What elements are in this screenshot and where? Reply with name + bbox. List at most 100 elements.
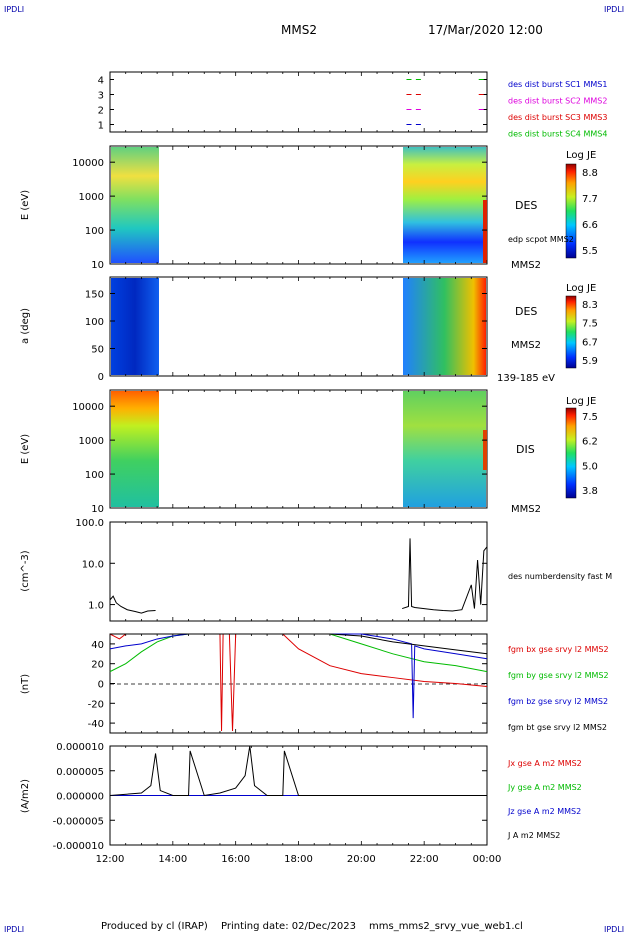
y-axis-label-density: (cm^-3) xyxy=(20,550,31,591)
y-tick-label: -20 xyxy=(88,699,104,710)
y-tick-label: 3 xyxy=(98,91,104,102)
legend-burst-1: des dist burst SC1 MMS1 xyxy=(508,80,607,89)
y-tick-label: 0.000000 xyxy=(56,792,104,803)
colorbar-title: Log JE xyxy=(566,283,596,294)
footer-file: mms_mms2_srvy_vue_web1.cl xyxy=(369,921,523,932)
colorbar-tick-label: 6.7 xyxy=(582,337,598,348)
colorbar-title: Log JE xyxy=(566,150,596,161)
legend-current-4: J A m2 MMS2 xyxy=(507,831,560,840)
bfield-line-2 xyxy=(109,633,488,673)
legend-bfield-2: fgm by gse srvy l2 MMS2 xyxy=(508,671,609,680)
colorbar-tick-label: 5.0 xyxy=(582,461,598,472)
colorbar-dis-energy xyxy=(565,407,577,499)
y-tick-label: 10 xyxy=(91,260,104,271)
legend-bfield-3: fgm bz gse srvy l2 MMS2 xyxy=(508,697,608,706)
spacecraft-title: MMS2 xyxy=(281,23,317,37)
panel-frame-density xyxy=(109,521,488,622)
panel-label-des-energy: DES xyxy=(515,199,537,212)
legend-current-1: Jx gse A m2 MMS2 xyxy=(507,759,582,768)
panel-sublabel-des-energy: MMS2 xyxy=(511,260,541,271)
x-tick-label: 00:00 xyxy=(473,854,502,865)
panel-label-dis-energy: DIS xyxy=(516,443,535,456)
y-tick-label: -40 xyxy=(88,719,104,730)
legend-current-3: Jz gse A m2 MMS2 xyxy=(507,807,581,816)
colorbar-tick-label: 8.3 xyxy=(582,300,598,311)
y-tick-label: -0.000010 xyxy=(53,841,104,852)
footer-produced: Produced by cl (IRAP) xyxy=(101,921,208,932)
legend-burst-4: des dist burst SC4 MMS4 xyxy=(508,130,607,139)
legend-density: des numberdensity fast M xyxy=(508,572,612,581)
density-line xyxy=(402,538,488,612)
energy-range-label: 139-185 eV xyxy=(497,373,555,384)
y-tick-label: 100 xyxy=(85,317,104,328)
y-tick-label: 100 xyxy=(85,226,104,237)
y-tick-label: -0.000005 xyxy=(53,816,104,827)
colorbar-tick-label: 5.5 xyxy=(582,246,598,257)
colorbar-des-energy xyxy=(565,163,577,259)
x-tick-label: 12:00 xyxy=(96,854,125,865)
y-tick-label: 150 xyxy=(85,290,104,301)
y-tick-label: 0.000010 xyxy=(56,742,104,753)
colorbar-tick-label: 7.7 xyxy=(582,194,598,205)
panel-label-des-pitch: DES xyxy=(515,305,537,318)
y-tick-label: 100 xyxy=(85,470,104,481)
colorbar-tick-label: 5.9 xyxy=(582,356,598,367)
colorbar-tick-label: 3.8 xyxy=(582,486,598,497)
y-tick-label: 10.0 xyxy=(82,559,104,570)
y-tick-label: 10 xyxy=(91,504,104,515)
y-tick-label: 2 xyxy=(98,106,104,117)
panel-frame-burst xyxy=(109,71,488,133)
y-tick-label: 10000 xyxy=(72,402,104,413)
density-line xyxy=(109,595,156,614)
dis-energy-spectrogram xyxy=(111,391,487,507)
corner-label-tr: IPDLI xyxy=(604,5,624,14)
corner-label-br: IPDLI xyxy=(604,925,624,934)
y-tick-label: 0.000005 xyxy=(56,767,104,778)
panel-sublabel-dis-energy: MMS2 xyxy=(511,504,541,515)
colorbar-tick-label: 8.8 xyxy=(582,168,598,179)
bfield-line-1 xyxy=(109,633,488,732)
y-tick-label: 40 xyxy=(91,640,104,651)
y-axis-label-des-pitch: a (deg) xyxy=(20,308,31,344)
y-tick-label: 100.0 xyxy=(75,518,104,529)
legend-burst-3: des dist burst SC3 MMS3 xyxy=(508,113,607,122)
colorbar-tick-label: 6.6 xyxy=(582,220,598,231)
y-tick-label: 1000 xyxy=(79,192,104,203)
y-tick-label: 20 xyxy=(91,660,104,671)
date-title: 17/Mar/2020 12:00 xyxy=(428,23,543,37)
x-tick-label: 22:00 xyxy=(410,854,439,865)
overlay-label-scpot: edp scpot MMS2 xyxy=(508,235,574,244)
y-axis-label-bfield: (nT) xyxy=(20,674,31,694)
x-tick-label: 18:00 xyxy=(284,854,313,865)
footer-printing: Printing date: 02/Dec/2023 xyxy=(221,921,356,932)
y-tick-label: 1.0 xyxy=(88,601,104,612)
y-axis-label-des-energy: E (eV) xyxy=(20,190,31,220)
y-tick-label: 4 xyxy=(98,76,104,87)
y-axis-label-current: (A/m2) xyxy=(20,779,31,813)
y-tick-label: 1 xyxy=(98,121,104,132)
colorbar-tick-label: 7.5 xyxy=(582,412,598,423)
legend-current-2: Jy gse A m2 MMS2 xyxy=(507,783,582,792)
colorbar-tick-label: 7.5 xyxy=(582,319,598,330)
des-pitch-spectrogram xyxy=(111,278,486,375)
colorbar-title: Log JE xyxy=(566,396,596,407)
corner-label-bl: IPDLI xyxy=(4,925,24,934)
legend-burst-2: des dist burst SC2 MMS2 xyxy=(508,97,607,106)
panel-sublabel-des-pitch: MMS2 xyxy=(511,340,541,351)
y-tick-label: 0 xyxy=(98,680,104,691)
current-line-4 xyxy=(109,745,487,797)
y-tick-label: 10000 xyxy=(72,158,104,169)
y-tick-label: 50 xyxy=(91,345,104,356)
y-axis-label-dis-energy: E (eV) xyxy=(20,434,31,464)
legend-bfield-4: fgm bt gse srvy l2 MMS2 xyxy=(508,723,607,732)
des-energy-spectrogram xyxy=(111,147,487,263)
x-tick-label: 16:00 xyxy=(221,854,250,865)
colorbar-tick-label: 6.2 xyxy=(582,437,598,448)
y-tick-label: 1000 xyxy=(79,436,104,447)
colorbar-des-pitch xyxy=(565,295,577,369)
x-tick-label: 20:00 xyxy=(347,854,376,865)
corner-label-tl: IPDLI xyxy=(4,5,24,14)
legend-bfield-1: fgm bx gse srvy l2 MMS2 xyxy=(508,645,609,654)
bfield-line-4 xyxy=(110,633,488,655)
